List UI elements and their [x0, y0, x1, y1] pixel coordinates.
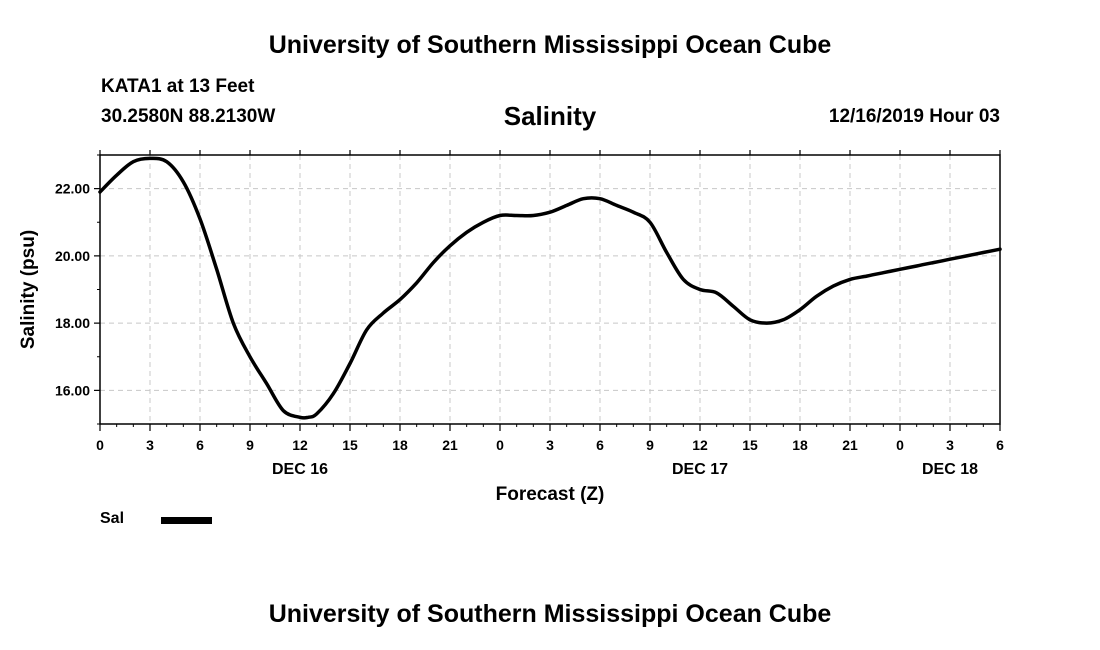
x-tick-label: 0: [96, 437, 104, 453]
salinity-series-line: [98, 156, 1002, 420]
series-layer: [98, 156, 1002, 420]
y-axis-title: Salinity (psu): [18, 230, 39, 349]
x-tick-label: 18: [392, 437, 408, 453]
legend-swatch: [161, 517, 212, 524]
legend-label: Sal: [100, 510, 125, 527]
x-tick-label: 21: [842, 437, 858, 453]
x-tick-label: 9: [646, 437, 654, 453]
footer-title: University of Southern Mississippi Ocean…: [268, 600, 832, 628]
x-tick-label: 12: [292, 437, 308, 453]
x-tick-label: 3: [146, 437, 154, 453]
station-label: KATA1 at 13 Feet: [101, 76, 255, 97]
x-tick-label: 12: [692, 437, 708, 453]
day-label: DEC 17: [672, 461, 728, 478]
x-axis: 0 3 6 9 12 15 18 21 0 3 6 9 12 15 18 21 0 3 6 DEC 16 DEC 17 D…: [96, 150, 1004, 478]
x-tick-label: 15: [342, 437, 358, 453]
grid: [100, 155, 1000, 424]
parameter-title: Salinity: [503, 101, 597, 131]
x-tick-label: 0: [496, 437, 504, 453]
x-tick-label: 21: [442, 437, 458, 453]
x-tick-label: 6: [196, 437, 204, 453]
y-tick-label: 18.00: [55, 315, 90, 331]
x-tick-label: 3: [546, 437, 554, 453]
y-tick-label: 20.00: [55, 248, 90, 264]
x-tick-label: 3: [946, 437, 954, 453]
y-axis: 16.00 18.00 20.00 22.00: [55, 154, 100, 425]
x-tick-label: 18: [792, 437, 808, 453]
x-tick-label: 6: [596, 437, 604, 453]
x-tick-label: 6: [996, 437, 1004, 453]
page-title: University of Southern Mississippi Ocean…: [268, 31, 832, 59]
day-label: DEC 16: [272, 461, 328, 478]
forecast-datetime: 12/16/2019 Hour 03: [828, 106, 1000, 127]
x-axis-title: Forecast (Z): [496, 484, 605, 505]
y-tick-label: 16.00: [55, 382, 90, 398]
x-tick-label: 0: [896, 437, 904, 453]
day-label: DEC 18: [922, 461, 978, 478]
x-tick-label: 15: [742, 437, 758, 453]
coordinates-label: 30.2580N 88.2130W: [101, 106, 276, 127]
y-tick-label: 22.00: [55, 181, 90, 197]
x-tick-label: 9: [246, 437, 254, 453]
